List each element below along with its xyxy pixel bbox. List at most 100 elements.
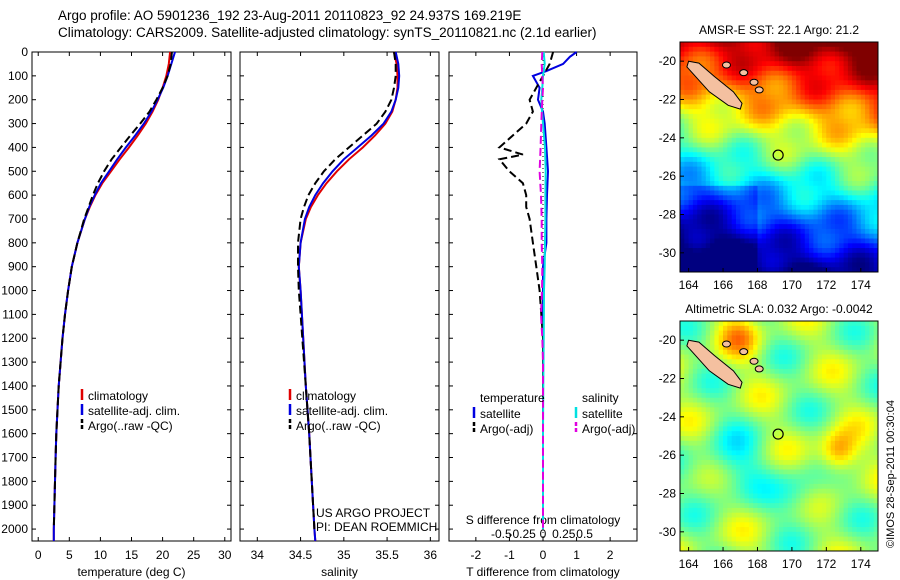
- x-tick-label: 172: [816, 278, 836, 292]
- y-tick-label: 1100: [2, 307, 28, 321]
- secondary-tick-label: 0: [540, 527, 547, 541]
- legend-label: satellite: [480, 407, 521, 421]
- island-loyalty: [754, 365, 764, 373]
- x-tick-label: 20: [156, 548, 170, 562]
- y-tick-label: 200: [8, 93, 28, 107]
- y-tick-label: 600: [8, 188, 28, 202]
- imos-stamp: ©IMOS 28-Sep-2011 00:30:04: [885, 400, 897, 548]
- x-tick-label: 25: [187, 548, 201, 562]
- chart-subtitle: Climatology: CARS2009. Satellite-adjuste…: [58, 25, 597, 40]
- x-tick-label: 164: [679, 278, 699, 292]
- y-tick-label: -20: [659, 54, 677, 68]
- x-tick-label: 170: [782, 557, 802, 571]
- x-tick-label: 34: [251, 548, 265, 562]
- map-raster: [680, 42, 878, 272]
- y-tick-label: -24: [659, 410, 677, 424]
- y-tick-label: -22: [659, 93, 677, 107]
- plot-frame: [31, 51, 232, 542]
- float-position-marker: [772, 428, 784, 440]
- x-tick-label: 2: [607, 548, 614, 562]
- x-tick-label: 0: [35, 548, 42, 562]
- legend-label: Argo(..raw -QC): [88, 419, 173, 433]
- x-tick-label: -1: [504, 548, 515, 562]
- legend-label: Argo(..raw -QC): [296, 419, 381, 433]
- map-title: AMSR-E SST: 22.1 Argo: 21.2: [699, 23, 859, 37]
- x-tick-label: 168: [747, 557, 767, 571]
- x-tick-label: 5: [66, 548, 73, 562]
- map-raster: [680, 321, 878, 551]
- x-tick-label: 0: [540, 548, 547, 562]
- y-tick-label: 500: [8, 164, 28, 178]
- island-new-caledonia: [686, 339, 743, 389]
- secondary-tick-label: 0.5: [576, 527, 593, 541]
- secondary-tick-label: -0.25: [509, 527, 537, 541]
- x-axis-label: temperature (deg C): [77, 565, 185, 579]
- series-line-3: [297, 51, 397, 530]
- island-loyalty: [739, 69, 749, 77]
- y-tick-label: 1200: [1, 331, 28, 345]
- x-tick-label: 166: [713, 278, 733, 292]
- y-tick-label: 1500: [1, 403, 28, 417]
- x-tick-label: 174: [851, 557, 871, 571]
- x-tick-label: 164: [679, 557, 699, 571]
- chart-title: Argo profile: AO 5901236_192 23-Aug-2011…: [58, 8, 522, 23]
- temperature-panel: 0100200300400500600700800900100011001200…: [1, 45, 231, 579]
- y-tick-label: 0: [21, 45, 28, 59]
- y-tick-label: 800: [8, 236, 28, 250]
- x-tick-label: 172: [816, 557, 836, 571]
- y-tick-label: -28: [659, 487, 677, 501]
- island-loyalty: [739, 348, 749, 356]
- y-tick-label: -30: [659, 525, 677, 539]
- y-tick-label: 1000: [1, 284, 28, 298]
- x-tick-label: 170: [782, 278, 802, 292]
- island-loyalty: [721, 340, 731, 348]
- x-tick-label: 1: [573, 548, 580, 562]
- sla-map-panel: Altimetric SLA: 0.032 Argo: -0.0042 164 16…: [659, 302, 879, 571]
- x-tick-label: 10: [94, 548, 108, 562]
- x-tick-label: 30: [218, 548, 232, 562]
- x-tick-label: 168: [747, 278, 767, 292]
- island-loyalty: [754, 86, 764, 94]
- series-line-3: [52, 51, 173, 530]
- y-tick-label: -30: [659, 246, 677, 260]
- y-tick-label: 400: [8, 140, 28, 154]
- legend-label: climatology: [296, 389, 356, 403]
- y-tick-label: -24: [659, 131, 677, 145]
- salinity-panel: 34 34.5 35 35.5 36 salinity climatologysatelli…: [239, 51, 440, 579]
- map-frame: [679, 41, 879, 273]
- y-tick-label: -26: [659, 448, 677, 462]
- x-tick-label: 35: [337, 548, 351, 562]
- island-loyalty: [749, 357, 759, 365]
- x-tick-label: 15: [125, 548, 139, 562]
- x-tick-label: 174: [851, 278, 871, 292]
- y-tick-label: 1600: [1, 427, 28, 441]
- map-title: Altimetric SLA: 0.032 Argo: -0.0042: [685, 302, 873, 316]
- x-tick-label: 36: [424, 548, 438, 562]
- island-loyalty: [749, 78, 759, 86]
- legend-title-temperature: temperature: [480, 391, 545, 405]
- series-line-3: [540, 51, 547, 530]
- x-tick-label: -2: [471, 548, 482, 562]
- y-tick-label: 1400: [1, 379, 28, 393]
- map-frame: [679, 320, 879, 552]
- y-tick-label: -26: [659, 169, 677, 183]
- x-tick-label: 166: [713, 557, 733, 571]
- series-line-2: [52, 51, 176, 541]
- legend-label: satellite-adj. clim.: [296, 404, 388, 418]
- pi-label: PI: DEAN ROEMMICH: [316, 520, 437, 534]
- secondary-tick-label: -0.5: [491, 527, 512, 541]
- legend-label: climatology: [88, 389, 148, 403]
- island-new-caledonia: [686, 60, 743, 110]
- y-tick-label: 900: [8, 260, 28, 274]
- y-tick-label: -22: [659, 372, 677, 386]
- y-tick-label: 700: [8, 212, 28, 226]
- legend-title-salinity: salinity: [582, 391, 619, 405]
- y-tick-label: -28: [659, 208, 677, 222]
- x-axis-label: T difference from climatology: [466, 565, 620, 579]
- y-tick-label: 1700: [1, 451, 28, 465]
- y-tick-label: 300: [8, 117, 28, 131]
- legend-label: satellite: [582, 407, 623, 421]
- float-position-marker: [772, 149, 784, 161]
- island-loyalty: [721, 61, 731, 69]
- y-tick-label: 1300: [1, 355, 28, 369]
